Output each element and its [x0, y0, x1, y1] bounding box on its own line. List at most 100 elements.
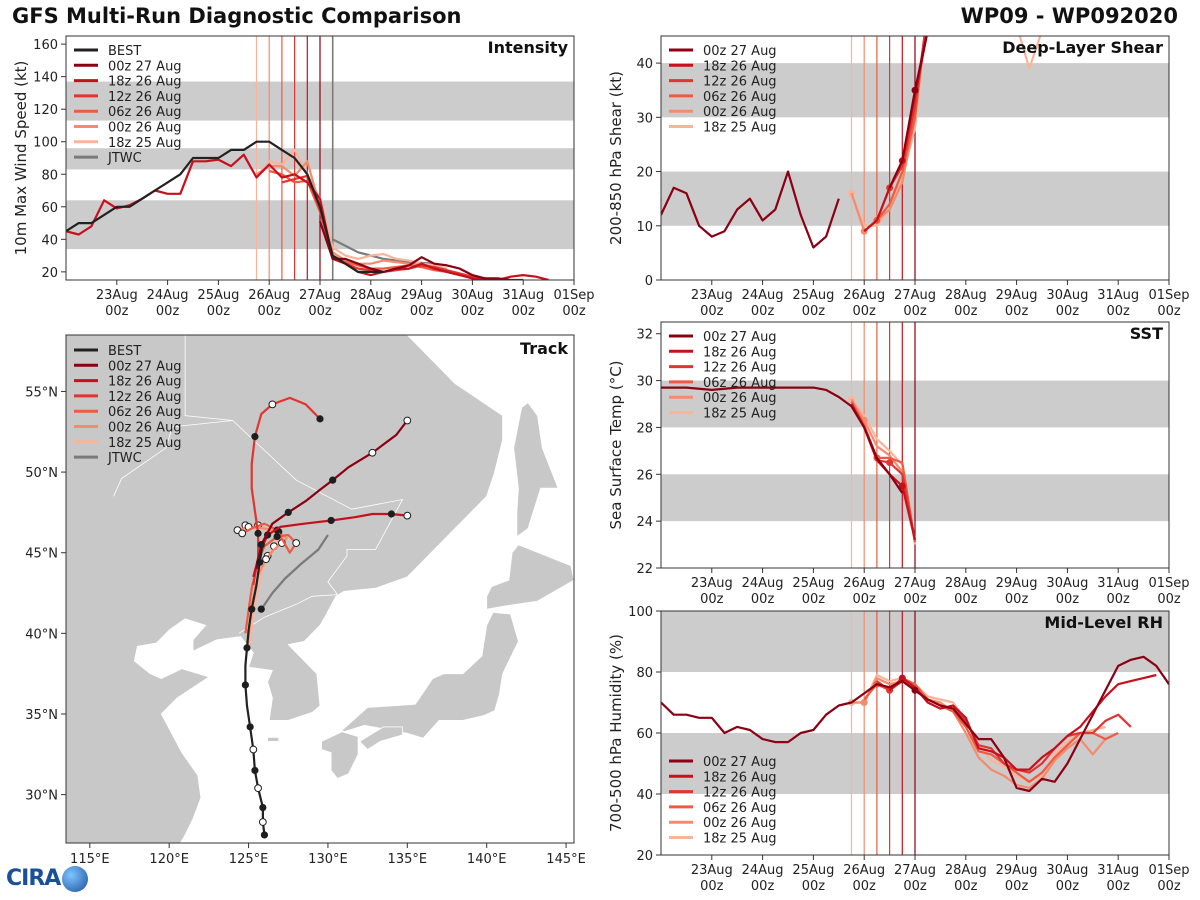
- rh-x-tick-day: 30Aug: [1046, 863, 1088, 878]
- rh-legend-label: 00z 26 Aug: [703, 816, 777, 831]
- storm-id: WP09 - WP092020: [960, 4, 1178, 28]
- rh-x-tick-hour: 00z: [751, 879, 775, 894]
- track-point: [251, 766, 259, 775]
- intensity-panel: 2040608010012014016023Aug00z24Aug00z25Au…: [12, 35, 595, 319]
- sst-x-tick-hour: 00z: [1107, 592, 1131, 607]
- sst-x-tick-day: 26Aug: [843, 576, 885, 591]
- track-line: [250, 396, 321, 586]
- rh-series-group: [661, 655, 1169, 793]
- intensity-x-tick-day: 01Sep: [553, 288, 594, 303]
- intensity-legend-label: 00z 26 Aug: [108, 121, 182, 136]
- shear-x-tick-hour: 00z: [853, 304, 877, 319]
- intensity-x-tick-day: 26Aug: [248, 288, 290, 303]
- lon-tick-label: 140°E: [467, 852, 507, 867]
- track-frame: [65, 334, 575, 844]
- sst-legend-label: 18z 26 Aug: [703, 345, 777, 360]
- track-point-open: [292, 539, 301, 547]
- track-point: [256, 558, 264, 566]
- track-point-open: [268, 400, 277, 409]
- border-line: [184, 335, 233, 421]
- rh-init-point: [898, 674, 906, 682]
- sst-series-line: [661, 386, 904, 494]
- rh-init-point: [911, 686, 919, 694]
- sst-panel: 22242628303223Aug00z24Aug00z25Aug00z26Au…: [607, 321, 1190, 607]
- track-map-group: [66, 335, 574, 843]
- track-point-open: [258, 818, 267, 826]
- track-point: [259, 803, 267, 812]
- sst-x-tick-day: 01Sep: [1148, 576, 1189, 591]
- intensity-y-tick-label: 20: [41, 266, 58, 281]
- lat-tick-label: 55°N: [25, 385, 58, 400]
- rh-x-tick-day: 23Aug: [691, 863, 733, 878]
- intensity-y-tick-label: 120: [33, 103, 58, 118]
- shear-y-tick-label: 20: [636, 166, 653, 181]
- lat-tick-label: 30°N: [25, 789, 58, 804]
- rh-init-point: [860, 699, 868, 706]
- shear-legend-label: 12z 26 Aug: [703, 75, 777, 90]
- rh-title: Mid-Level RH: [1044, 613, 1163, 632]
- shear-y-tick-label: 0: [645, 274, 653, 289]
- shear-legend-label: 00z 26 Aug: [703, 105, 777, 120]
- intensity-y-tick-label: 160: [33, 38, 58, 53]
- shear-title: Deep-Layer Shear: [1002, 38, 1163, 57]
- sst-x-tick-day: 28Aug: [945, 576, 987, 591]
- shear-x-tick-hour: 00z: [903, 304, 927, 319]
- sst-y-label: Sea Surface Temp (°C): [607, 360, 625, 529]
- border-line: [113, 420, 404, 595]
- sst-x-tick-hour: 00z: [1005, 592, 1029, 607]
- rh-x-tick-day: 26Aug: [843, 863, 885, 878]
- shear-legend-label: 00z 27 Aug: [703, 44, 777, 59]
- track-point: [257, 605, 265, 613]
- rh-x-tick-hour: 00z: [954, 879, 978, 894]
- rh-x-tick-day: 01Sep: [1148, 863, 1189, 878]
- globe-icon: [62, 866, 89, 892]
- track-point: [327, 516, 335, 525]
- intensity-x-tick-day: 31Aug: [502, 288, 544, 303]
- sst-x-tick-hour: 00z: [700, 592, 724, 607]
- shear-x-tick-hour: 00z: [954, 304, 978, 319]
- shear-x-tick-hour: 00z: [1005, 304, 1029, 319]
- rh-x-tick-day: 27Aug: [894, 863, 936, 878]
- lat-tick-label: 50°N: [25, 466, 58, 481]
- sst-y-tick-label: 30: [636, 375, 653, 390]
- rh-series-line: [851, 677, 1107, 789]
- shear-y-label: 200-850 hPa Shear (kt): [607, 71, 625, 245]
- track-legend-label: 00z 26 Aug: [108, 421, 182, 436]
- lon-tick-label: 125°E: [229, 852, 269, 867]
- sst-legend-label: 00z 27 Aug: [703, 330, 777, 345]
- sakhalin: [513, 402, 559, 538]
- rh-legend-label: 00z 27 Aug: [703, 755, 777, 770]
- shear-y-tick-label: 30: [636, 111, 653, 126]
- sst-y-tick-label: 28: [636, 421, 653, 436]
- logo-text: CIRA: [6, 866, 61, 891]
- rh-y-label: 700-500 hPa Humidity (%): [607, 634, 625, 832]
- sst-y-tick-label: 26: [636, 468, 653, 483]
- track-point: [254, 529, 262, 537]
- shear-x-tick-hour: 00z: [1157, 304, 1181, 319]
- track-point: [284, 508, 292, 516]
- lon-tick-label: 130°E: [308, 852, 348, 867]
- intensity-y-label: 10m Max Wind Speed (kt): [12, 61, 30, 256]
- track-panel: 30°N 35°N 40°N 45°N 50°N 55°N 115°E 120°E 125°E 1…: [25, 334, 586, 867]
- intensity-y-tick-label: 140: [33, 71, 58, 86]
- rh-series-line: [888, 673, 1157, 771]
- track-title: Track: [520, 339, 568, 358]
- honshu: [341, 611, 519, 739]
- sst-init-point: [886, 459, 894, 467]
- sst-x-tick-hour: 00z: [802, 592, 826, 607]
- shear-y-tick-label: 40: [636, 57, 653, 72]
- sst-legend-label: 12z 26 Aug: [703, 361, 777, 376]
- rh-y-tick-label: 80: [636, 666, 653, 681]
- rh-y-tick-label: 100: [628, 605, 653, 620]
- shear-panel: 01020304023Aug00z24Aug00z25Aug00z26Aug00…: [607, 35, 1190, 319]
- track-legend-label: 00z 27 Aug: [108, 359, 182, 374]
- main-title: GFS Multi-Run Diagnostic Comparison: [12, 4, 462, 28]
- sst-x-tick-hour: 00z: [1056, 592, 1080, 607]
- intensity-x-tick-hour: 00z: [156, 304, 180, 319]
- track-point: [387, 510, 396, 518]
- jeju-island: [267, 737, 280, 742]
- sst-title: SST: [1130, 324, 1163, 343]
- intensity-x-tick-hour: 00z: [258, 304, 282, 319]
- intensity-legend-label: BEST: [108, 44, 141, 59]
